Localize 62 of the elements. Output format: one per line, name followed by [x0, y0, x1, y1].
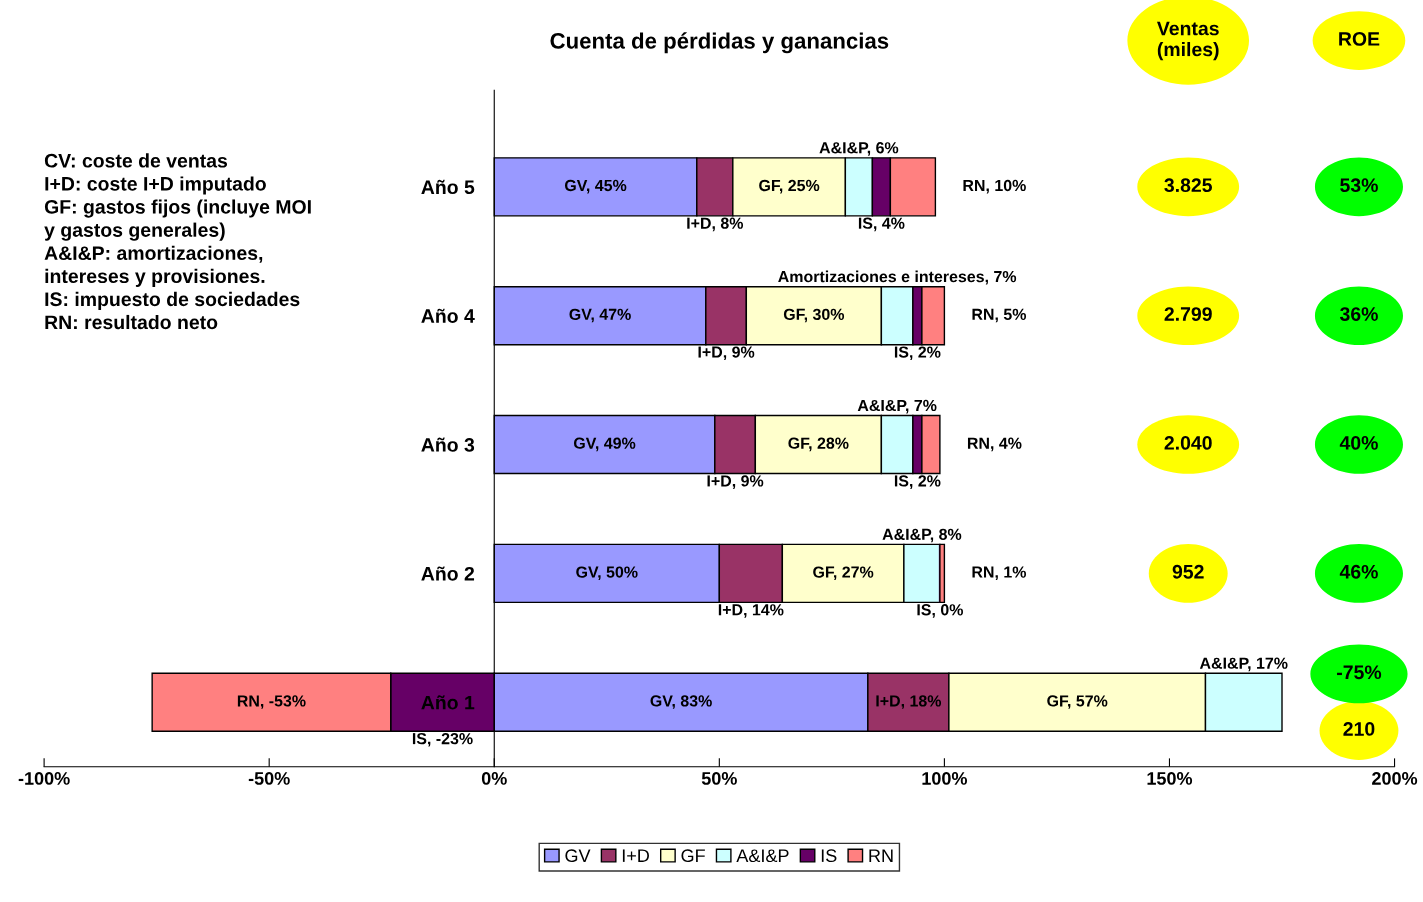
data-label: I+D, 8% — [687, 217, 744, 232]
data-label: GV, 45% — [564, 179, 627, 194]
annotation: 2.799 — [1164, 307, 1212, 321]
data-label: GV, 49% — [573, 437, 636, 452]
x-tick-label: -100% — [18, 772, 70, 785]
x-tick-label: 100% — [922, 772, 968, 785]
annotation: 210 — [1343, 722, 1375, 736]
data-label: I+D, 18% — [876, 695, 942, 709]
text: ROE — [1339, 32, 1380, 46]
data-label: A&I&P, 6% — [819, 142, 899, 156]
data-label: RN, 5% — [972, 308, 1027, 323]
x-tick-label: 50% — [701, 772, 737, 785]
annotation: 46% — [1339, 564, 1378, 579]
annotation: 36% — [1339, 307, 1378, 321]
y-tick-label: Año 4 — [421, 308, 475, 323]
annotation: CV: coste de ventas I+D: coste I+D imputado GF: gastos fijos (incluye MOI y gastos generales) A&I&P: amortizaciones, intereses y provisiones. IS: impuesto de sociedades RN: resultado neto — [44, 153, 311, 330]
data-label: GV, 83% — [650, 695, 712, 709]
y-tick-label: Año 2 — [421, 566, 475, 581]
data-label: I+D, 9% — [707, 475, 764, 489]
legend-label: A&I&P — [736, 849, 789, 863]
data-label: IS, -23% — [412, 732, 473, 747]
x-tick-label: -50% — [248, 772, 290, 785]
data-label: IS, 2% — [894, 346, 941, 361]
x-tick-label: 0% — [481, 772, 507, 785]
annotation: 2.040 — [1164, 436, 1212, 450]
annotation: -75% — [1337, 665, 1382, 680]
y-tick-label: Año 1 — [421, 695, 475, 710]
y-tick-label: Año 3 — [421, 437, 475, 452]
data-label: GF, 25% — [759, 179, 820, 194]
annotation: 40% — [1339, 436, 1378, 450]
legend-label: IS — [821, 849, 837, 863]
x-tick-label: 200% — [1372, 772, 1418, 785]
data-label: RN, 4% — [967, 437, 1022, 452]
data-label: IS, 0% — [917, 604, 963, 618]
data-label: GF, 57% — [1047, 695, 1108, 709]
data-label: A&I&P, 8% — [882, 528, 962, 543]
data-label: IS, 4% — [858, 217, 905, 232]
annotation: 53% — [1340, 178, 1378, 193]
data-label: A&I&P, 7% — [857, 399, 937, 414]
data-label: RN, 1% — [972, 566, 1027, 581]
x-tick-label: 150% — [1147, 772, 1193, 785]
text: Ventas (miles) — [1156, 21, 1219, 61]
data-label: GF, 28% — [788, 437, 849, 452]
legend-label: GF — [681, 849, 705, 863]
data-label: GV, 50% — [576, 566, 638, 581]
data-label: Amortizaciones e intereses, 7% — [778, 270, 1017, 285]
data-label: A&I&P, 17% — [1199, 657, 1288, 672]
data-label: GF, 30% — [783, 308, 845, 323]
data-label: IS, 2% — [894, 475, 941, 489]
annotation: 3.825 — [1164, 178, 1212, 193]
chart-title: Cuenta de pérdidas y ganancias — [550, 32, 889, 54]
data-label: RN, 10% — [963, 179, 1026, 194]
data-label: RN, -53% — [237, 695, 306, 709]
legend-label: I+D — [622, 849, 649, 862]
data-label: I+D, 9% — [698, 346, 755, 361]
data-label: GF, 27% — [813, 566, 874, 581]
annotation: 952 — [1172, 564, 1204, 579]
legend-label: RN — [869, 849, 893, 862]
data-label: GV, 47% — [569, 308, 631, 323]
data-label: I+D, 14% — [718, 604, 784, 618]
legend-label: GV — [565, 849, 591, 863]
y-tick-label: Año 5 — [421, 179, 475, 195]
